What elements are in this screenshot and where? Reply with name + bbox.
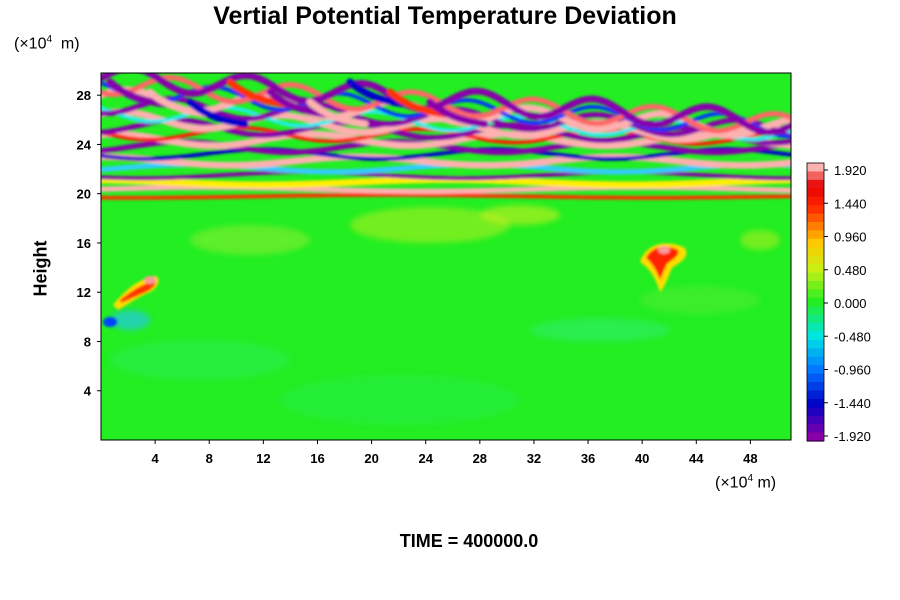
colorbar-swatch <box>807 382 824 392</box>
x-tick-label: 32 <box>527 451 541 466</box>
colorbar-swatch <box>807 163 824 173</box>
colorbar-swatch <box>807 331 824 341</box>
colorbar-swatch <box>807 407 824 417</box>
colorbar-label: 0.960 <box>834 230 867 245</box>
colorbar-swatch <box>807 323 824 333</box>
wave-streak <box>186 98 249 128</box>
colorbar-label: -0.480 <box>834 329 871 344</box>
colorbar-swatch <box>807 238 824 248</box>
colorbar-swatch <box>807 221 824 231</box>
stratified-wave-layers <box>101 73 791 200</box>
colorbar-swatch <box>807 348 824 358</box>
y-axis-unit: (×104 m) <box>14 34 80 53</box>
anomaly-plume-left <box>103 276 159 327</box>
x-tick-label: 36 <box>581 451 595 466</box>
x-tick-label: 4 <box>152 451 160 466</box>
y-unit-base: (×10 <box>14 35 47 53</box>
colorbar-swatch <box>807 297 824 307</box>
time-stamp: TIME = 400000.0 <box>399 531 539 551</box>
colorbar-label: -0.960 <box>834 363 871 378</box>
colorbar-swatch <box>807 339 824 349</box>
wave-streak <box>306 98 369 128</box>
colorbar-label: 1.920 <box>834 163 867 178</box>
y-tick-label: 12 <box>77 285 91 300</box>
wave-layer <box>101 73 791 136</box>
colorbar-swatch <box>807 188 824 198</box>
x-tick-label: 12 <box>256 451 270 466</box>
x-tick-label: 40 <box>635 451 649 466</box>
colorbar-swatch <box>807 415 824 425</box>
colorbar: 1.920 1.440 0.960 0.480 0.000 -0.480 -0.960 -1.… <box>806 162 871 444</box>
colorbar-swatch <box>807 306 824 316</box>
chart-title: Vertial Potential Temperature Deviation <box>213 2 677 30</box>
x-tick-label: 16 <box>310 451 324 466</box>
x-tick-label: 24 <box>418 451 433 466</box>
colorbar-swatch <box>807 356 824 366</box>
colorbar-swatch <box>807 255 824 265</box>
colorbar-label: -1.440 <box>834 396 871 411</box>
x-tick-label: 20 <box>364 451 378 466</box>
wave-layer <box>101 147 791 161</box>
y-unit-suffix: m) <box>52 35 80 53</box>
x-axis-ticks: 4 8 12 16 20 24 28 32 36 40 44 48 <box>152 440 758 466</box>
colorbar-swatch <box>807 390 824 400</box>
colorbar-swatch <box>807 373 824 383</box>
x-tick-label: 48 <box>743 451 757 466</box>
colorbar-swatch <box>807 289 824 299</box>
colorbar-swatch <box>807 205 824 215</box>
x-unit-base: (×10 <box>715 474 748 492</box>
colorbar-swatch <box>807 196 824 206</box>
y-tick-label: 28 <box>77 88 91 103</box>
wave-layer <box>101 184 791 194</box>
colorbar-label: 0.000 <box>834 296 867 311</box>
wave-streak <box>426 98 489 128</box>
x-unit-exponent: 4 <box>747 473 754 484</box>
colorbar-swatch <box>807 432 824 442</box>
y-tick-label: 20 <box>77 187 91 202</box>
colorbar-swatch <box>807 280 824 290</box>
wave-layer <box>101 170 791 181</box>
x-tick-label: 44 <box>689 451 704 466</box>
colorbar-swatch <box>807 314 824 324</box>
colorbar-swatch <box>807 247 824 257</box>
x-axis-unit: (×104 m) <box>715 473 776 492</box>
colorbar-swatch <box>807 213 824 223</box>
colorbar-swatch <box>807 272 824 282</box>
y-axis-ticks: 4 8 12 16 20 24 28 <box>77 88 101 399</box>
wave-layer <box>101 117 791 146</box>
colorbar-swatch <box>807 398 824 408</box>
x-unit-suffix: m) <box>753 474 777 492</box>
wave-layer <box>101 153 791 169</box>
plot-frame <box>100 72 792 441</box>
wave-layer <box>101 192 791 200</box>
anomaly-plume-right <box>640 243 687 292</box>
colorbar-swatch <box>807 365 824 375</box>
colorbar-swatch <box>807 230 824 240</box>
colorbar-label: 1.440 <box>834 196 867 211</box>
heatmap-plot-area <box>101 73 791 440</box>
y-tick-label: 24 <box>77 137 92 152</box>
x-tick-label: 28 <box>473 451 487 466</box>
colorbar-frame <box>806 162 825 442</box>
y-tick-label: 4 <box>84 384 92 399</box>
colorbar-swatch <box>807 264 824 274</box>
y-unit-exponent: 4 <box>46 34 53 45</box>
colorbar-swatch <box>807 171 824 181</box>
colorbar-label: 0.480 <box>834 263 867 278</box>
lower-turbulence <box>110 205 780 425</box>
x-tick-label: 8 <box>206 451 213 466</box>
colorbar-label: -1.920 <box>834 429 871 444</box>
colorbar-swatch <box>807 424 824 434</box>
colorbar-swatch <box>807 179 824 189</box>
y-tick-label: 8 <box>84 334 91 349</box>
y-tick-label: 16 <box>77 236 91 251</box>
